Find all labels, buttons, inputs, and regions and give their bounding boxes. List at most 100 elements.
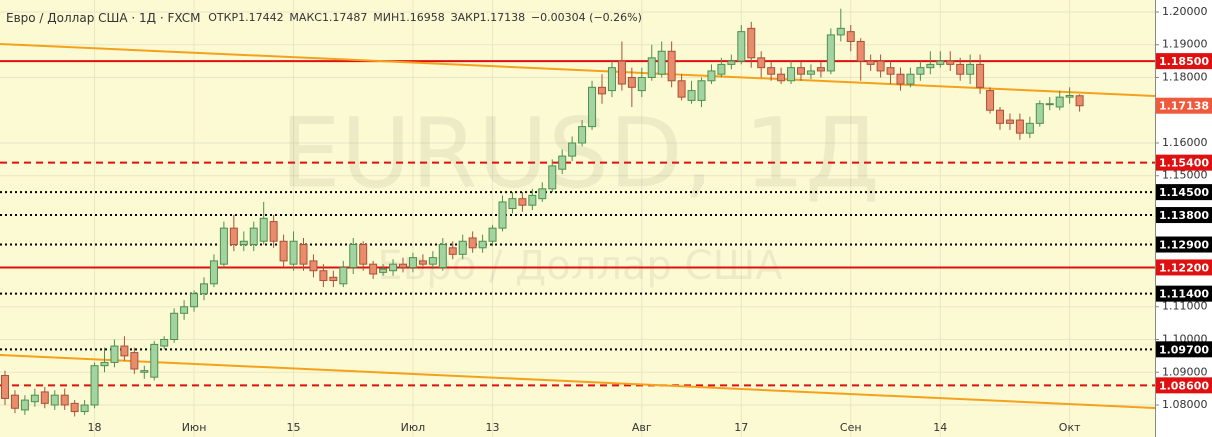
candle-body [249,227,258,246]
candle-body [518,198,527,206]
candle-body [687,90,696,101]
x-tick-label: 14 [933,421,947,434]
y-tick-label: 1.15000 [1162,169,1208,182]
level-label: 1.08600 [1159,379,1209,392]
candle-body [986,90,995,111]
candle-body [170,312,179,340]
low-label: МИН [373,11,399,24]
candle-body [607,67,616,92]
candle-body [627,76,636,88]
candle-body [160,338,169,347]
x-tick-label: 15 [287,421,301,434]
candle-body [816,67,825,72]
x-tick-label: Июл [401,421,426,434]
x-tick-label: Сен [840,421,862,434]
y-tick-label: 1.09000 [1162,365,1208,378]
level-label: 1.12200 [1159,261,1209,274]
candle-body [438,244,447,268]
chart-title: Евро / Доллар США · 1Д · FXCM [6,11,200,25]
candle-body [339,266,348,285]
x-tick-label: 18 [88,421,102,434]
candle-body [637,76,646,92]
candle-body [379,268,388,273]
candle-body [677,80,686,98]
candle-body [797,67,805,75]
candle-body [777,73,786,82]
change: −0.00304 (−0.26%) [531,11,642,24]
y-tick-label: 1.19000 [1162,38,1208,51]
high-value: 1.17487 [322,11,368,24]
x-tick-label: Июн [182,421,207,434]
candle-body [80,404,89,413]
level-label: 1.09700 [1159,343,1209,356]
candle-body [976,63,985,88]
candle-body [30,394,39,403]
candle-body [488,227,497,242]
candle-body [966,63,975,75]
candle-body [468,237,477,249]
candle-body [309,260,318,272]
candle-body [876,60,885,72]
candle-body [359,244,368,265]
level-label-box [1156,154,1212,171]
candle-body [548,165,557,190]
candle-body [667,50,676,82]
candle-body [806,70,815,75]
candle-body [737,31,746,62]
level-label: 1.17138 [1159,100,1209,113]
candle-body [239,240,248,246]
candle-body [40,391,49,404]
candle-body [180,306,189,314]
trend-line [0,42,1156,97]
candle-body [289,240,298,265]
candle-body [1055,96,1064,108]
x-tick-label: 13 [486,421,500,434]
candle-body [299,244,308,265]
watermark-description: Евро / Доллар США [377,243,783,289]
candle-body [886,67,895,75]
low-value: 1.16958 [399,11,445,24]
candle-body [458,240,467,255]
candle-body [657,50,666,75]
high-label: МАКС [289,11,322,24]
header: Евро / Доллар США · 1Д · FXCM ОТКР1.1744… [6,11,642,25]
candle-body [478,240,487,249]
candle-body [697,80,706,101]
candle-body [896,73,905,85]
candle-body [787,67,796,82]
candle-body [130,352,139,370]
candle-body [956,63,965,75]
candle-body [996,109,1004,124]
candle-body [389,263,398,272]
candle-body [617,60,626,85]
candle-body [588,86,597,128]
level-label-box [1156,341,1212,358]
candle-body [329,276,338,282]
candle-body [836,27,845,36]
candle-body [100,361,109,367]
candle-body [70,402,79,413]
candle-body [757,57,766,69]
x-tick-label: 17 [734,421,748,434]
y-tick-label: 1.08000 [1162,398,1208,411]
candle-body [10,394,19,409]
candle-body [448,247,457,255]
level-label: 1.14500 [1159,186,1209,199]
level-label: 1.12900 [1159,239,1209,252]
candle-body [1065,95,1074,98]
candle-body [717,63,726,75]
candle-body [229,227,238,246]
candle-body [1005,119,1014,124]
level-label-box [1156,53,1212,70]
candle-body [418,260,427,265]
candle-body [90,365,99,406]
candle-body [747,27,756,59]
candle-body [916,67,925,75]
candle-body [60,394,69,406]
x-tick-label: Авг [632,421,652,434]
candle-body [1045,103,1054,106]
candle-body [20,399,29,411]
level-label-box [1156,97,1212,114]
candle-body [568,142,577,157]
